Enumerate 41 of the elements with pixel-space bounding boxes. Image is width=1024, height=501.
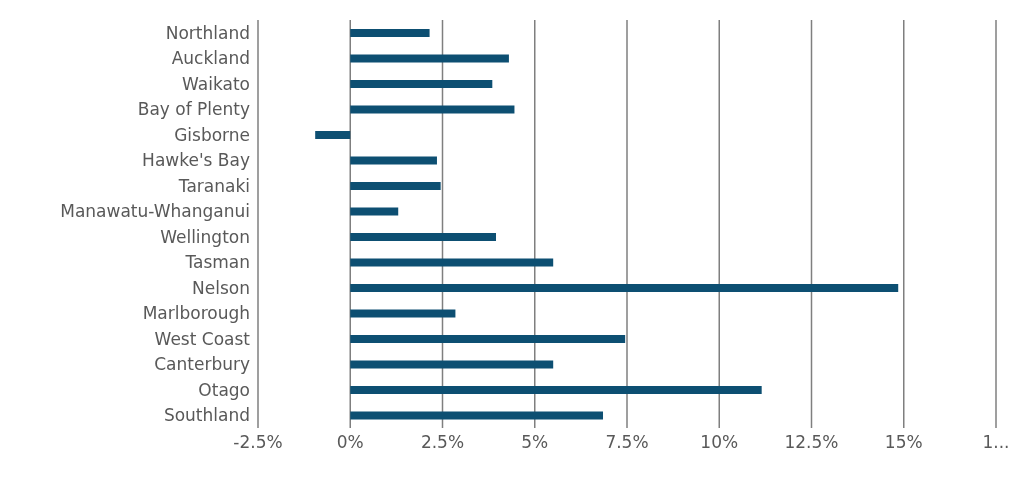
x-tick-label: 10% <box>700 432 739 453</box>
bar <box>350 386 762 394</box>
bar <box>350 80 493 88</box>
x-tick-label: -2.5% <box>233 432 283 453</box>
y-tick-label: Taranaki <box>177 175 250 196</box>
bar <box>350 335 626 343</box>
x-tick-label: 12.5% <box>784 432 839 453</box>
x-tick-label: 1... <box>982 432 1010 453</box>
bar <box>350 284 899 292</box>
y-tick-label: Hawke's Bay <box>142 150 250 171</box>
x-tick-label: 2.5% <box>420 432 465 453</box>
y-tick-label: Canterbury <box>154 354 250 375</box>
y-tick-label: Northland <box>165 22 250 43</box>
bar <box>350 207 399 216</box>
bar <box>315 131 351 139</box>
y-tick-label: Tasman <box>184 252 250 273</box>
bar <box>350 258 554 267</box>
y-tick-label: Auckland <box>171 48 250 69</box>
bar <box>350 182 441 190</box>
bar <box>350 309 456 318</box>
x-tick-label: 15% <box>884 432 923 453</box>
bar <box>350 105 515 114</box>
bar <box>350 360 554 369</box>
y-tick-label: Wellington <box>160 226 250 247</box>
bar <box>350 411 604 420</box>
y-tick-label: Otago <box>198 379 250 400</box>
bar <box>350 29 430 37</box>
y-tick-label: Marlborough <box>142 303 250 324</box>
y-tick-label: Southland <box>163 405 250 426</box>
bar <box>350 156 437 165</box>
y-tick-label: Manawatu-Whanganui <box>60 201 250 222</box>
y-tick-label: Waikato <box>182 73 250 94</box>
bar <box>350 233 497 241</box>
x-tick-label: 7.5% <box>605 432 649 453</box>
bar <box>350 54 509 63</box>
y-tick-label: Nelson <box>192 277 250 298</box>
x-tick-label: 5% <box>521 432 549 453</box>
y-tick-label: Gisborne <box>174 124 250 145</box>
y-tick-label: West Coast <box>154 328 251 349</box>
y-tick-label: Bay of Plenty <box>137 99 250 120</box>
x-tick-label: 0% <box>336 432 364 453</box>
